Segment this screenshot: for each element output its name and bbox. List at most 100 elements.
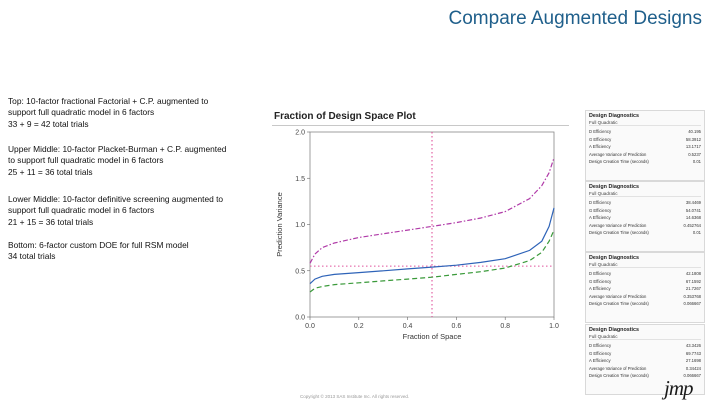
row-value: 58.3912: [685, 136, 701, 142]
row-label: Average Variance of Prediction: [589, 222, 647, 228]
description-line: Top: 10-factor fractional Factorial + C.…: [8, 96, 209, 106]
row-value: 69.7743: [685, 350, 701, 356]
design-description-upper-middle: Upper Middle: 10-factor Placket-Burman +…: [8, 144, 270, 178]
row-label: Average Variance of Prediction: [589, 293, 647, 299]
row-label: G Efficiency: [589, 278, 612, 284]
row-label: A Efficiency: [589, 144, 611, 150]
row-label: G Efficiency: [589, 136, 612, 142]
row-label: A Efficiency: [589, 286, 611, 292]
row-value: 0.452764: [683, 222, 701, 228]
row-label: G Efficiency: [589, 207, 612, 213]
description-line: Upper Middle: 10-factor Placket-Burman +…: [8, 144, 227, 154]
slide-title: Compare Augmented Designs: [448, 8, 702, 29]
x-tick-label: 0.0: [305, 323, 315, 330]
series-line-2: [309, 207, 555, 285]
diagnostics-subtitle: Full Quadratic: [589, 120, 701, 126]
diagnostics-subtitle: Full Quadratic: [589, 262, 701, 268]
row-label: A Efficiency: [589, 215, 611, 221]
row-value: 0.34424: [685, 365, 701, 371]
diagnostics-row: Design Creation Time (seconds) 0.066667: [589, 372, 701, 380]
plot-title: Fraction of Design Space Plot: [272, 111, 569, 126]
design-diagnostics-panel-lower-middle: Design Diagnostics Full Quadratic D Effi…: [585, 252, 705, 323]
y-tick-label: 1.0: [295, 222, 305, 229]
y-tick-label: 0.0: [295, 315, 305, 322]
diagnostics-row: G Efficiency 67.1592: [589, 278, 701, 286]
row-value: 54.0741: [685, 207, 701, 213]
row-label: D Efficiency: [589, 271, 612, 276]
y-tick-label: 2.0: [295, 130, 305, 137]
row-label: Design Creation Time (seconds): [589, 159, 649, 165]
diagnostics-title: Design Diagnostics: [589, 113, 640, 119]
row-label: Design Creation Time (seconds): [589, 373, 649, 379]
row-value: 13.1717: [685, 144, 701, 150]
row-label: D Efficiency: [589, 200, 612, 205]
diagnostics-row: A Efficiency 14.6368: [589, 214, 701, 222]
copyright-text: Copyright © 2013 SAS Institute Inc. All …: [300, 394, 410, 399]
diagnostics-row: A Efficiency 27.1698: [589, 357, 701, 365]
diagnostics-subtitle: Full Quadratic: [589, 191, 701, 197]
diagnostics-row: A Efficiency 13.1717: [589, 143, 701, 151]
diagnostics-title: Design Diagnostics: [589, 255, 640, 261]
row-label: D Efficiency: [589, 343, 612, 348]
row-label: G Efficiency: [589, 350, 612, 356]
x-axis-label: Fraction of Space: [403, 332, 462, 341]
design-description-lower-middle: Lower Middle: 10-factor definitive scree…: [8, 194, 270, 228]
design-diagnostics-panel-upper-middle: Design Diagnostics Full Quadratic D Effi…: [585, 181, 705, 252]
x-tick-label: 0.2: [354, 323, 364, 330]
row-value: 42.1808: [685, 271, 701, 276]
row-value: 40.195: [688, 129, 701, 134]
jmp-logo: jmp: [664, 376, 693, 400]
diagnostics-row: Average Variance of Prediction 0.452764: [589, 222, 701, 230]
design-diagnostics-panel-bottom: Design Diagnostics Full Quadratic D Effi…: [585, 324, 705, 395]
row-label: A Efficiency: [589, 358, 611, 364]
fraction-of-design-space-plot: 0.0 0.5 1.0 1.5 2.0 0.0 0.2 0.4 0.6 0.8 1.0 Fractio…: [275, 130, 559, 342]
description-line: 33 + 9 = 42 total trials: [8, 118, 89, 129]
design-description-top: Top: 10-factor fractional Factorial + C.…: [8, 96, 270, 130]
description-line: 34 total trials: [8, 251, 56, 262]
row-value: 21.7267: [685, 286, 701, 292]
description-line: Lower Middle: 10-factor definitive scree…: [8, 194, 224, 204]
row-value: 0.066667: [683, 301, 701, 307]
row-label: Average Variance of Prediction: [589, 151, 647, 157]
diagnostics-row: G Efficiency 58.3912: [589, 136, 701, 144]
diagnostics-row: Design Creation Time (seconds) 0.01: [589, 158, 701, 166]
diagnostics-title: Design Diagnostics: [589, 184, 640, 190]
diagnostics-title: Design Diagnostics: [589, 327, 640, 333]
row-value: 0.01: [692, 230, 701, 236]
x-tick-label: 1.0: [549, 323, 559, 330]
diagnostics-row: Design Creation Time (seconds) 0.01: [589, 229, 701, 237]
description-line: support full quadratic model in 6 factor…: [8, 205, 155, 216]
row-value: 0.01: [692, 159, 701, 165]
design-description-bottom: Bottom: 6-factor custom DOE for full RSM…: [8, 240, 270, 263]
row-value: 43.3426: [685, 343, 701, 348]
description-line: to support full quadratic model in 6 fac…: [8, 155, 164, 166]
design-diagnostics-panel-top: Design Diagnostics Full Quadratic D Effi…: [585, 110, 705, 181]
description-line: support full quadratic model in 6 factor…: [8, 107, 155, 118]
x-tick-label: 0.6: [452, 323, 462, 330]
row-value: 27.1698: [685, 358, 701, 364]
diagnostics-row: Average Variance of Prediction 0.353768: [589, 293, 701, 301]
diagnostics-row: A Efficiency 21.7267: [589, 285, 701, 293]
row-value: 14.6368: [685, 215, 701, 221]
row-value: 38.4469: [685, 200, 701, 205]
row-value: 0.353768: [683, 293, 701, 299]
x-tick-label: 0.8: [500, 323, 510, 330]
description-line: 21 + 15 = 36 total trials: [8, 216, 94, 227]
row-label: Design Creation Time (seconds): [589, 301, 649, 307]
description-line: Bottom: 6-factor custom DOE for full RSM…: [8, 240, 189, 250]
diagnostics-row: Average Variance of Prediction 0.34424: [589, 365, 701, 373]
y-axis-label: Prediction Variance: [275, 192, 284, 256]
series-line-3: [309, 229, 555, 293]
diagnostics-row: G Efficiency 54.0741: [589, 207, 701, 215]
y-tick-label: 1.5: [295, 176, 305, 183]
diagnostics-row: G Efficiency 69.7743: [589, 350, 701, 358]
row-value: 0.5237: [688, 151, 701, 157]
y-tick-label: 0.5: [295, 268, 305, 275]
row-value: 67.1592: [685, 278, 701, 284]
row-value: 0.066667: [683, 373, 701, 379]
diagnostics-subtitle: Full Quadratic: [589, 334, 701, 340]
row-label: Average Variance of Prediction: [589, 365, 647, 371]
series-line-1: [309, 157, 555, 264]
x-tick-label: 0.4: [403, 323, 413, 330]
row-label: D Efficiency: [589, 129, 612, 134]
